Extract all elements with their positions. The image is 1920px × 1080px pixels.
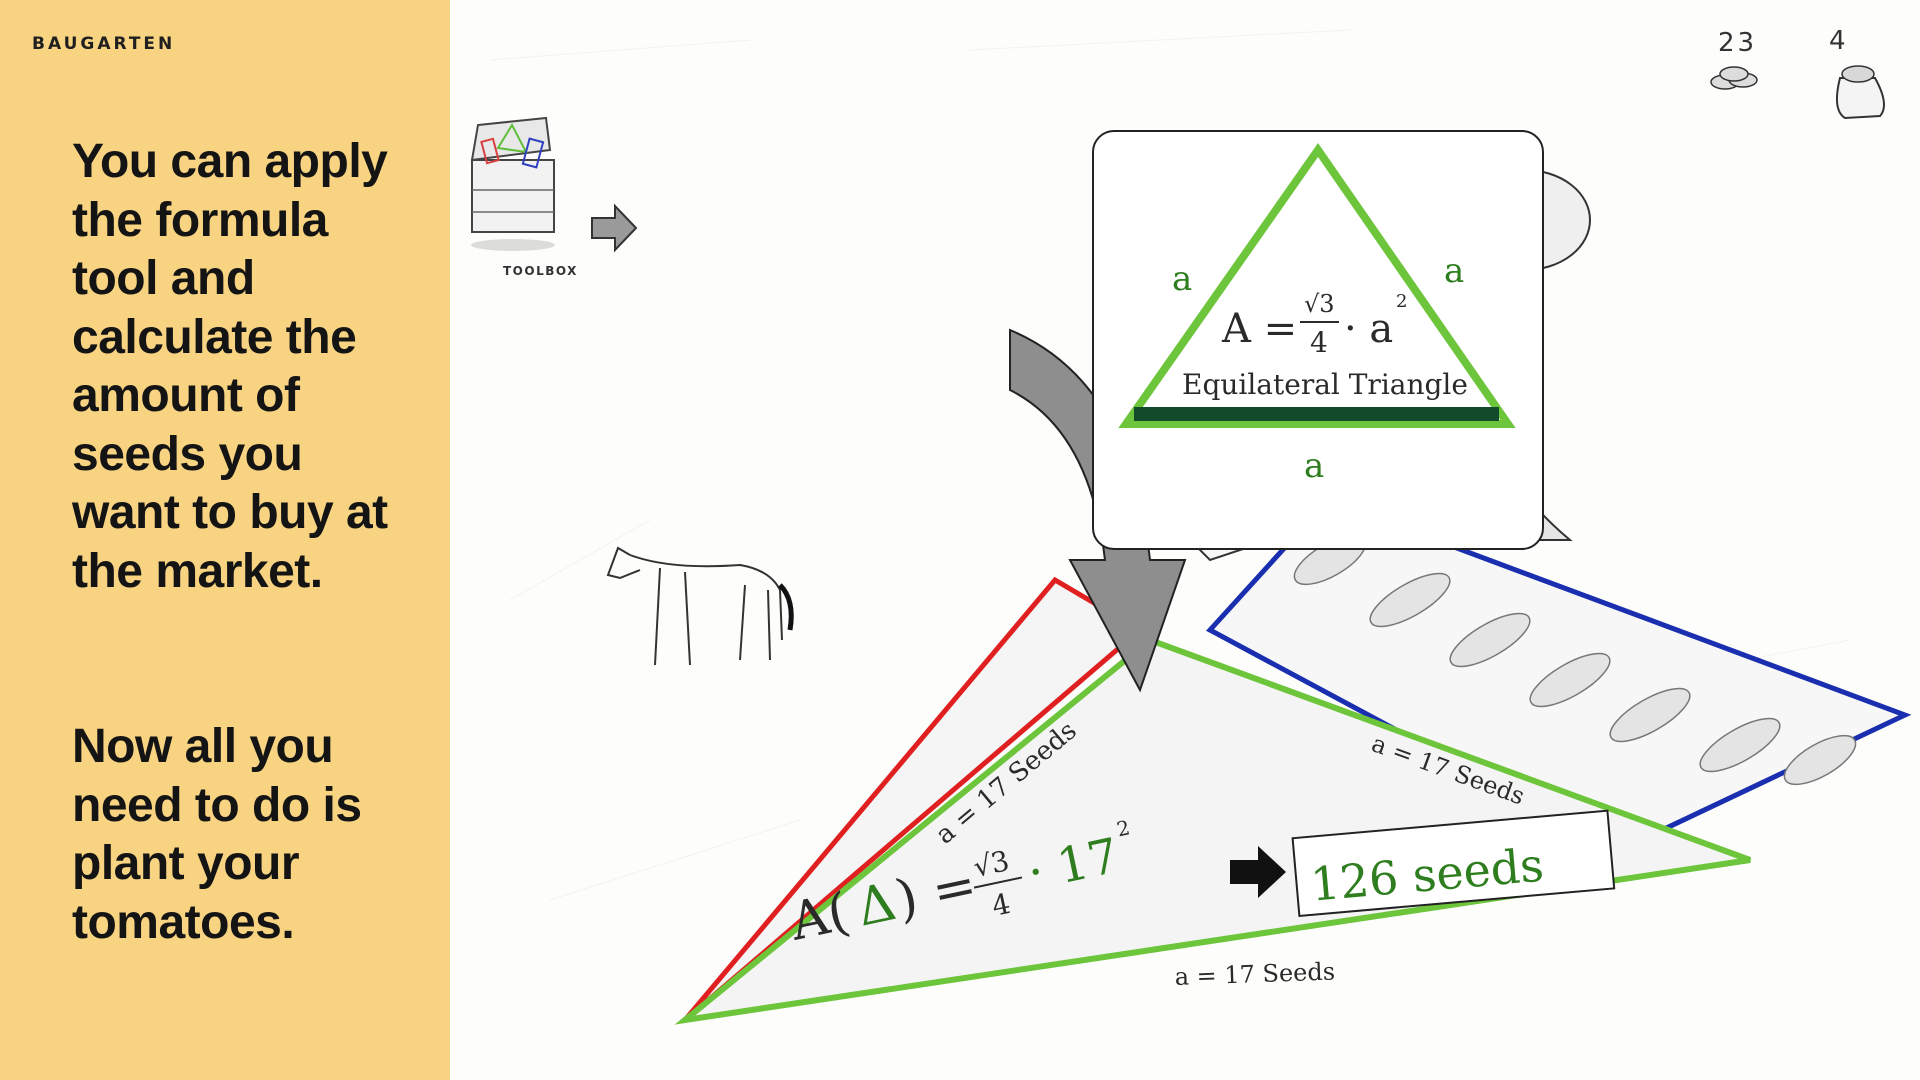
equilateral-triangle-shape (1118, 143, 1516, 428)
seed-bag-icon (1835, 65, 1885, 120)
result-arrow-icon (1230, 846, 1286, 898)
toolbox-arrow-icon (591, 203, 638, 253)
formula-lhs: A = (1221, 306, 1297, 352)
coins-icon (1710, 66, 1758, 90)
formula-tail: · a (1344, 306, 1393, 352)
toolbox-chest-icon[interactable] (470, 116, 555, 251)
formula-tool-card[interactable]: a a a A = √3 4 · a 2 Equilateral Triangl… (1092, 130, 1544, 550)
lesson-text-plant: Now all you need to do is plant your tom… (72, 720, 362, 949)
shape-name: Equilateral Triangle (1182, 368, 1468, 401)
svg-text:√3: √3 (970, 844, 1012, 884)
brand-logo: BAUGARTEN (32, 34, 176, 54)
triangle-side-left: a (1172, 259, 1192, 299)
lesson-text-formula: You can apply the formula tool and calcu… (72, 135, 388, 598)
seed-bag-counter: 4 (1829, 26, 1849, 56)
formula-num: √3 (1304, 290, 1335, 318)
formula-den: 4 (1310, 326, 1328, 359)
field-green-triangle-plot[interactable] (674, 636, 1752, 1025)
result-box: 126 seeds (1291, 809, 1616, 918)
triangle-side-bottom: a (1304, 446, 1324, 486)
toolbox-label: TOOLBOX (503, 264, 578, 278)
field-label-bottom: a = 17 Seeds (1174, 957, 1335, 991)
coins-counter: 23 (1718, 28, 1758, 58)
svg-text:A(: A( (784, 882, 854, 953)
formula-exp: 2 (1396, 291, 1407, 312)
lesson-panel: BAUGARTEN You can apply the formula tool… (0, 0, 450, 1080)
triangle-side-right: a (1444, 251, 1464, 291)
svg-text:2: 2 (1115, 815, 1132, 841)
game-scene[interactable]: a = 17 Seeds a = 17 Seeds a = 17 Seeds A… (450, 0, 1920, 1080)
horse (606, 546, 794, 666)
